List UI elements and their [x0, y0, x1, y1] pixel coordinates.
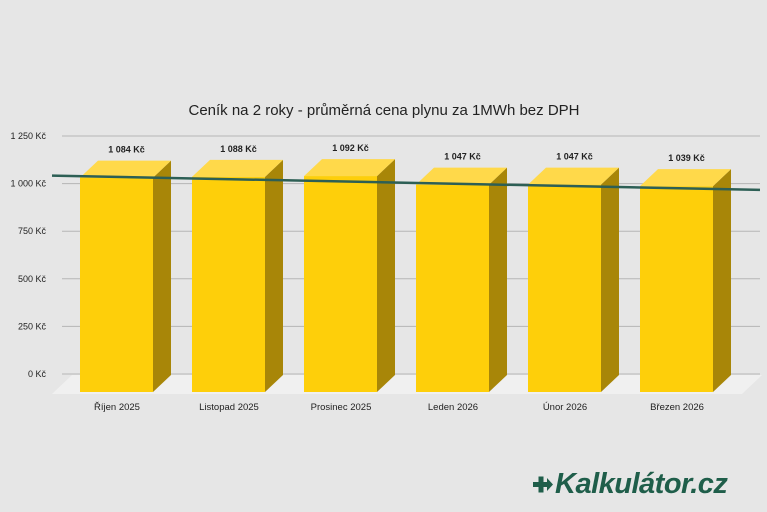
bar-side — [489, 167, 507, 392]
x-tick-label: Listopad 2025 — [199, 402, 259, 413]
data-label: 1 092 Kč — [332, 143, 369, 153]
bar-side — [601, 167, 619, 392]
y-tick-label: 0 Kč — [28, 369, 47, 379]
data-label: 1 047 Kč — [556, 152, 593, 162]
y-tick-label: 500 Kč — [18, 274, 47, 284]
bar-top — [640, 169, 731, 187]
x-tick-label: Říjen 2025 — [94, 402, 140, 413]
y-tick-label: 1 250 Kč — [10, 131, 46, 141]
bar — [80, 160, 171, 392]
bar-front — [416, 184, 489, 392]
bar-top — [80, 160, 171, 178]
bar-top — [416, 167, 507, 185]
y-tick-label: 750 Kč — [18, 226, 47, 236]
plus-arrow-icon — [532, 468, 554, 501]
bar — [304, 159, 395, 392]
bars — [80, 159, 731, 392]
x-tick-label: Leden 2026 — [428, 402, 478, 413]
data-label: 1 039 Kč — [668, 153, 705, 163]
bar-side — [713, 169, 731, 392]
bar-top — [192, 159, 283, 177]
bar — [528, 167, 619, 392]
x-tick-label: Prosinec 2025 — [311, 402, 372, 413]
data-label: 1 084 Kč — [108, 145, 145, 155]
trendline — [51, 174, 761, 192]
y-tick-label: 250 Kč — [18, 321, 47, 331]
x-tick-label: Únor 2026 — [543, 402, 587, 413]
bar-front — [192, 176, 265, 392]
kalkulator-logo: Kalkulátor.cz — [532, 468, 728, 501]
x-axis-tick-labels: Říjen 2025 Listopad 2025 Prosinec 2025 Lede… — [94, 402, 704, 413]
y-tick-label: 1 000 Kč — [10, 179, 46, 189]
bar-side — [265, 159, 283, 392]
bar-top — [528, 167, 619, 185]
bar — [416, 167, 507, 392]
bar-front — [640, 186, 713, 392]
bar — [640, 169, 731, 392]
bar — [192, 159, 283, 392]
x-tick-label: Březen 2026 — [650, 402, 704, 413]
bar-side — [153, 160, 171, 392]
logo-text: Kalkulátor.cz — [555, 468, 728, 500]
data-label: 1 088 Kč — [220, 144, 257, 154]
chart-title: Ceník na 2 roky - průměrná cena plynu za… — [188, 102, 579, 119]
y-axis-tick-labels: 0 Kč 250 Kč 500 Kč 750 Kč 1 000 Kč 1 250 Kč — [10, 131, 46, 379]
bar-front — [528, 184, 601, 392]
bar-top — [304, 159, 395, 177]
bar-front — [304, 176, 377, 392]
bar-front — [80, 177, 153, 392]
trendline-layer — [51, 174, 761, 192]
bar-side — [377, 159, 395, 392]
data-labels: 1 084 Kč 1 088 Kč 1 092 Kč 1 047 Kč 1 047 Kč… — [108, 143, 705, 163]
data-label: 1 047 Kč — [444, 152, 481, 162]
